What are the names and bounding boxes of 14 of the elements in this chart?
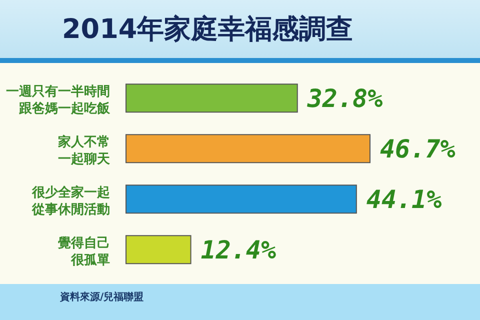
bar bbox=[126, 134, 370, 164]
y-tick-label: 很少全家一起從事休閒活動 bbox=[31, 184, 110, 218]
data-label: 12.4% bbox=[200, 236, 276, 265]
y-tick-label: 家人不常一起聊天 bbox=[57, 134, 111, 167]
y-tick-label: 覺得自己很孤單 bbox=[57, 236, 110, 268]
data-label: 46.7% bbox=[380, 134, 456, 164]
data-label: 32.8% bbox=[306, 84, 383, 114]
y-tick-label: 一週只有一半時間跟爸媽一起吃飯 bbox=[6, 84, 111, 116]
chart-title: 2014年家庭幸福感調查 bbox=[0, 0, 480, 58]
source-note: 資料來源/兒福聯盟 bbox=[60, 290, 144, 304]
data-label: 44.1% bbox=[366, 185, 442, 214]
bar bbox=[126, 184, 357, 214]
bar bbox=[126, 84, 298, 113]
bar bbox=[126, 235, 192, 264]
